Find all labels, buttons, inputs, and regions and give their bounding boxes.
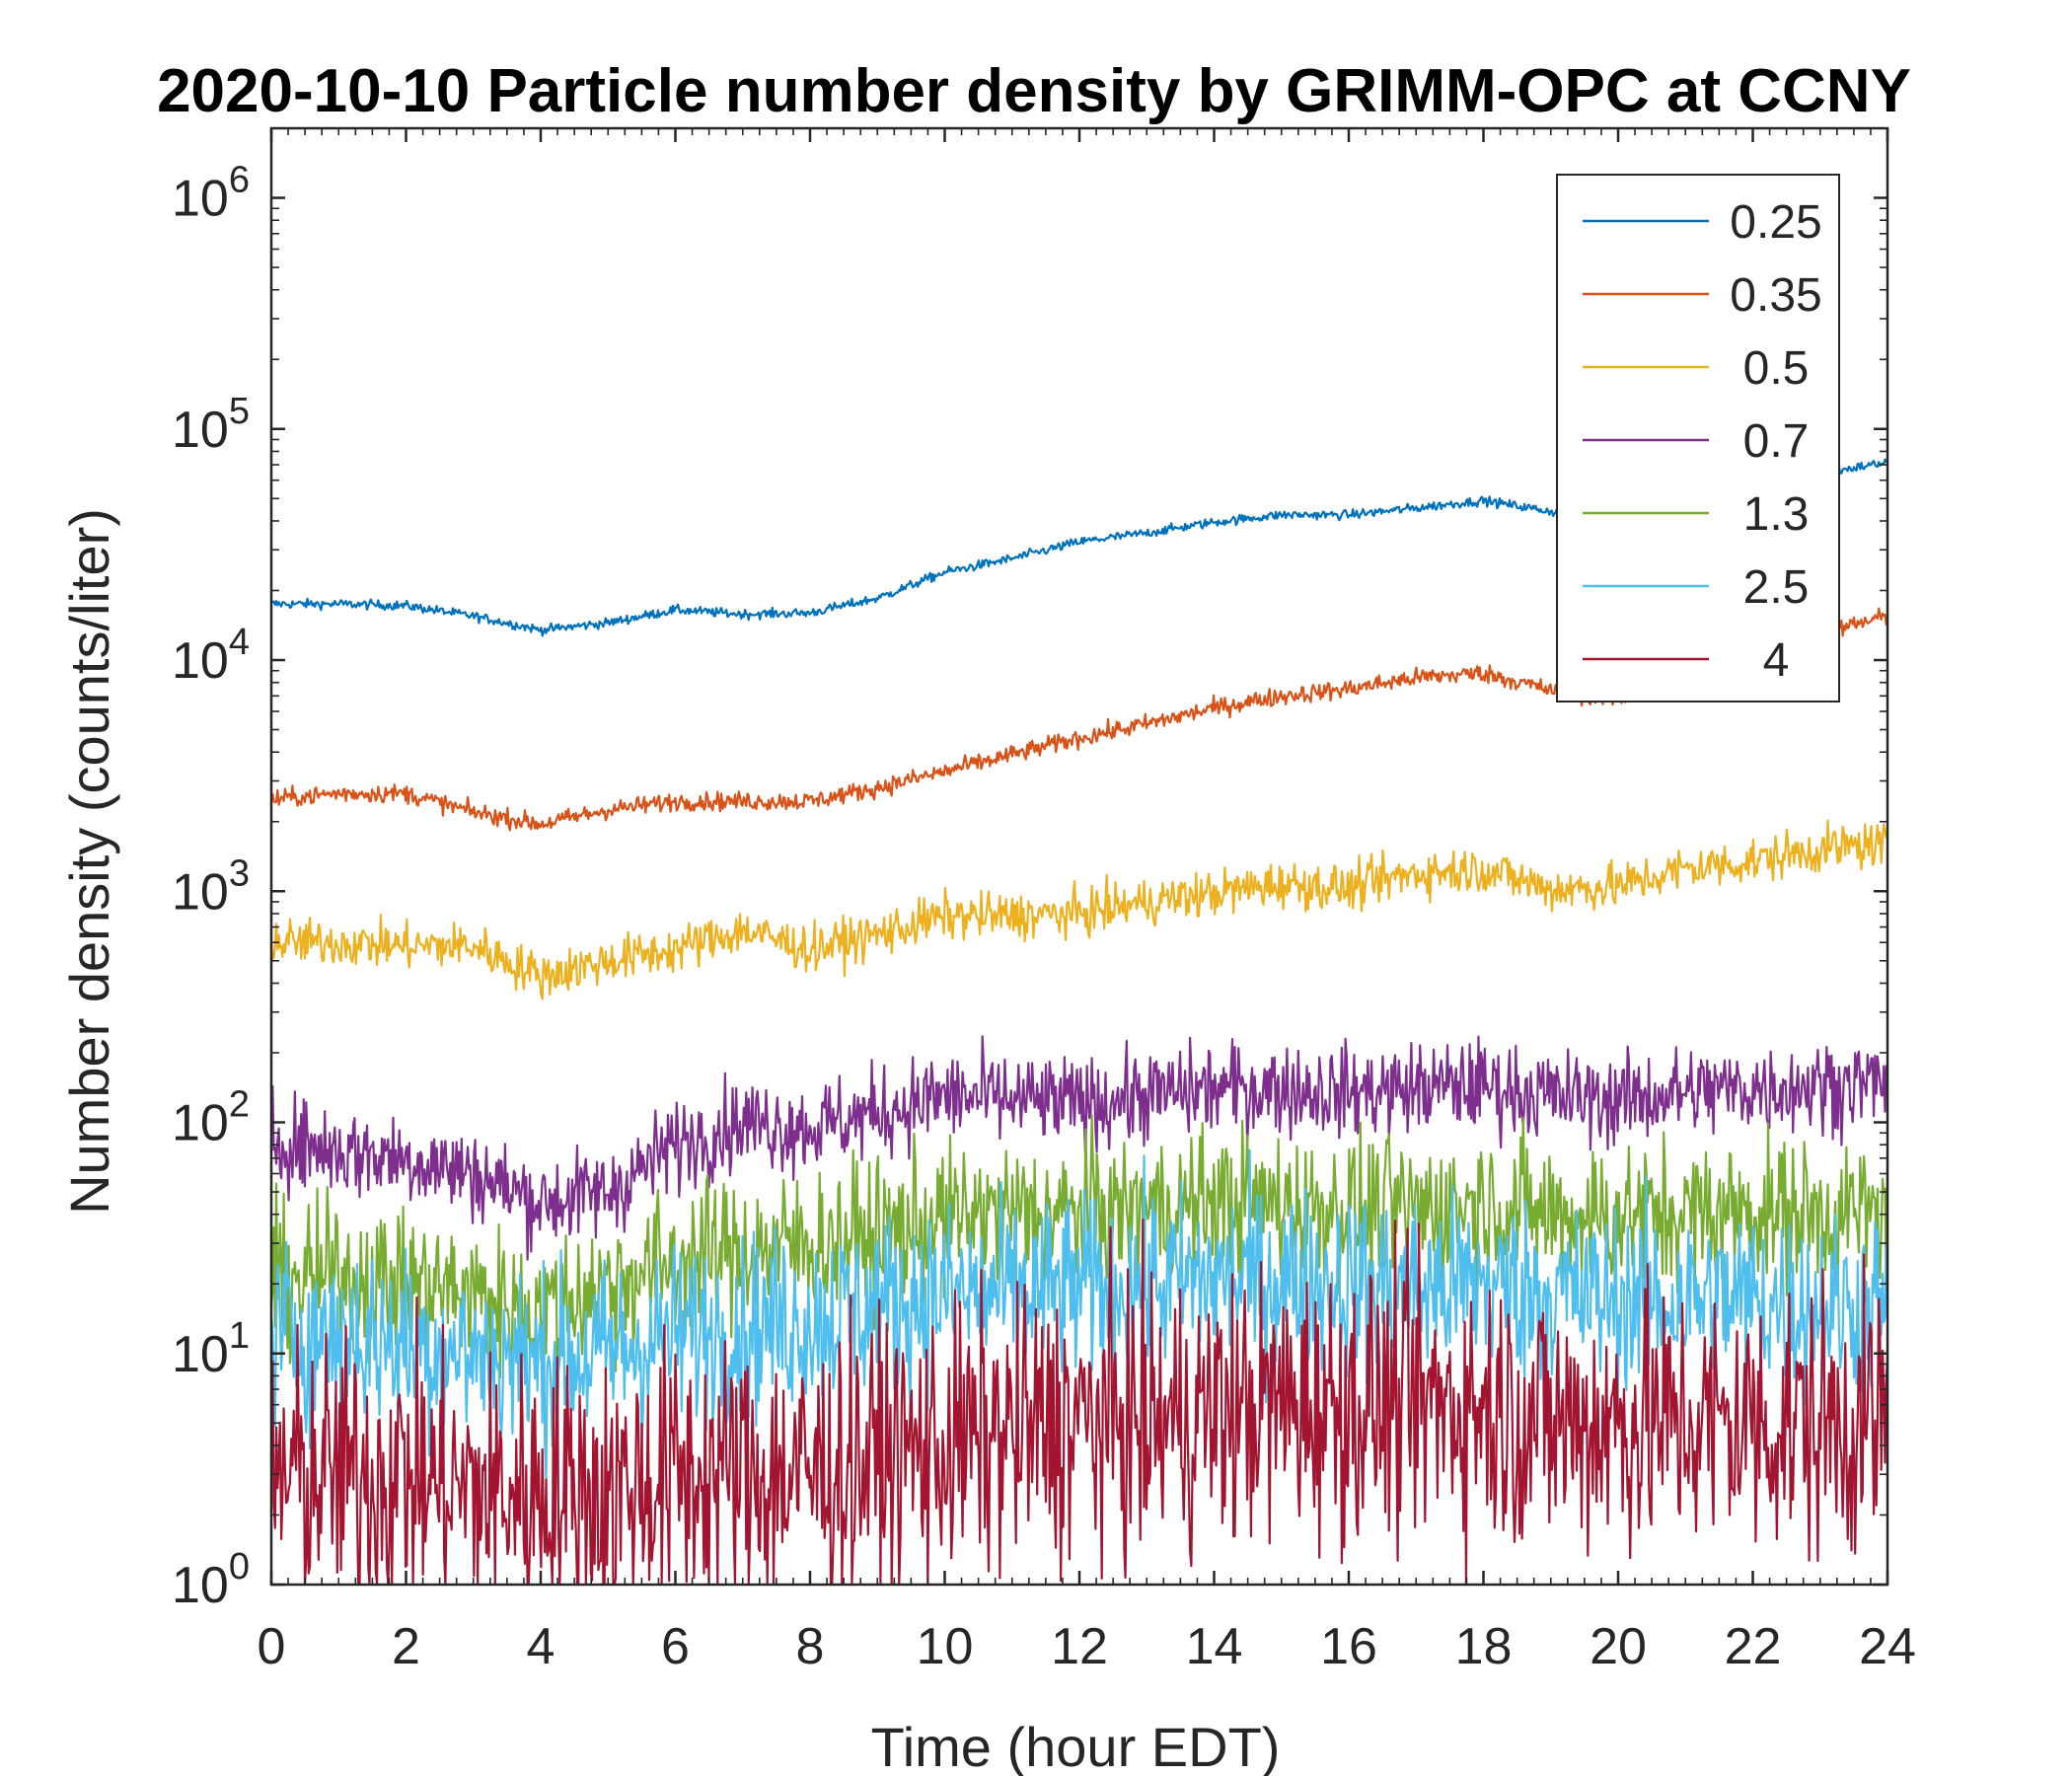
legend-label-0.25: 0.25 bbox=[1730, 196, 1821, 249]
axes: 0 2 4 6 8 10 12 14 16 18 20 22 241001011021031041051… bbox=[172, 126, 1916, 1675]
x-tick-label: 20 bbox=[1590, 1618, 1647, 1675]
y-axis-label: Number density (counts/liter) bbox=[58, 508, 120, 1215]
chart-title: 2020-10-10 Particle number density by GR… bbox=[157, 57, 1911, 125]
x-tick-label: 18 bbox=[1455, 1618, 1513, 1675]
legend-label-4: 4 bbox=[1763, 634, 1790, 687]
legend-label-2.5: 2.5 bbox=[1743, 561, 1810, 614]
series-line-0.5 bbox=[269, 819, 1889, 1000]
y-tick-label: 104 bbox=[172, 622, 250, 690]
x-axis-label: Time (hour EDT) bbox=[871, 1716, 1281, 1776]
y-tick-label: 103 bbox=[172, 852, 250, 921]
x-tick-label: 22 bbox=[1725, 1618, 1782, 1675]
x-tick-label: 2 bbox=[392, 1618, 420, 1675]
legend-label-1.3: 1.3 bbox=[1743, 488, 1810, 541]
series-layer bbox=[269, 458, 1889, 1587]
x-tick-label: 10 bbox=[917, 1618, 974, 1675]
legend-box bbox=[1556, 174, 1840, 703]
legend: 0.25 0.35 0.5 0.7 1.3 2.5 4 bbox=[1556, 174, 1840, 703]
y-tick-label: 106 bbox=[172, 160, 250, 228]
x-tick-label: 0 bbox=[258, 1618, 286, 1675]
x-tick-label: 16 bbox=[1320, 1618, 1377, 1675]
x-tick-label: 24 bbox=[1859, 1618, 1916, 1675]
x-tick-label: 4 bbox=[527, 1618, 555, 1675]
y-tick-label: 100 bbox=[172, 1546, 250, 1614]
series-line-2.5 bbox=[269, 1148, 1889, 1481]
x-tick-label: 12 bbox=[1051, 1618, 1108, 1675]
y-tick-label: 101 bbox=[172, 1315, 250, 1383]
x-tick-label: 8 bbox=[796, 1618, 825, 1675]
legend-label-0.7: 0.7 bbox=[1743, 415, 1810, 468]
series-line-0.7 bbox=[269, 1035, 1889, 1261]
x-tick-label: 14 bbox=[1186, 1618, 1243, 1675]
legend-label-0.5: 0.5 bbox=[1743, 342, 1810, 395]
legend-label-0.35: 0.35 bbox=[1730, 269, 1821, 322]
x-tick-label: 6 bbox=[661, 1618, 690, 1675]
y-tick-label: 105 bbox=[172, 391, 250, 459]
y-tick-label: 102 bbox=[172, 1084, 250, 1152]
series-line-4 bbox=[269, 1218, 1889, 1587]
